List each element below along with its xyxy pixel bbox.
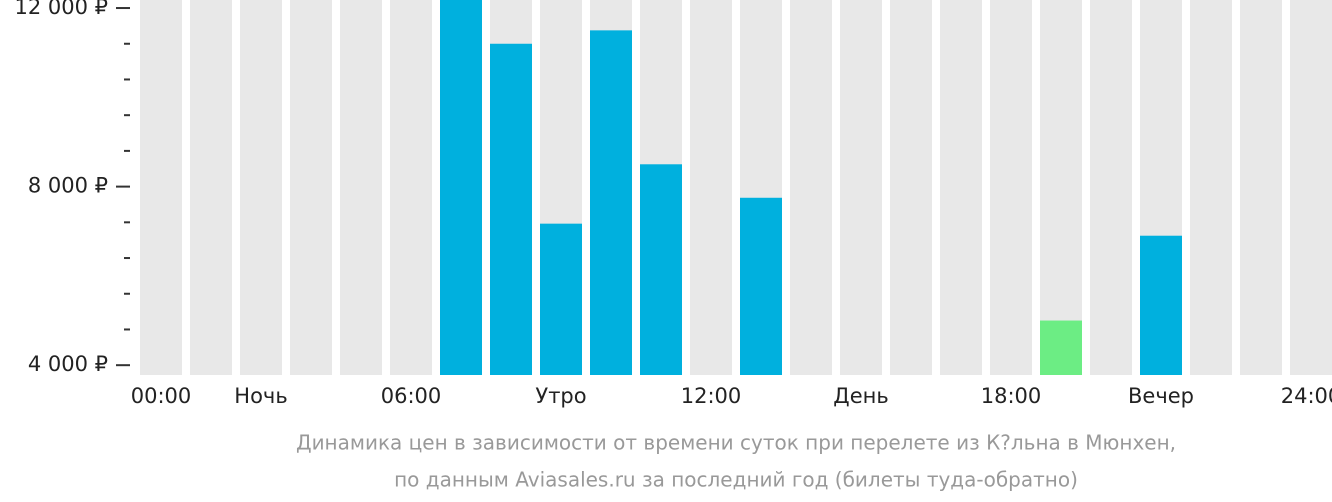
x-tick-label: 24:00 xyxy=(1281,384,1332,408)
bar-background xyxy=(790,0,832,375)
bar xyxy=(740,197,782,375)
bar-background xyxy=(690,0,732,375)
bar xyxy=(490,43,532,375)
x-tick-label: 18:00 xyxy=(981,384,1042,408)
x-tick-label: Утро xyxy=(535,384,586,408)
bar-background xyxy=(340,0,382,375)
bar xyxy=(1140,235,1182,375)
bar-background xyxy=(190,0,232,375)
x-tick-label: Ночь xyxy=(234,384,287,408)
bar-background xyxy=(1240,0,1282,375)
bar-background xyxy=(1190,0,1232,375)
bar xyxy=(440,0,482,375)
bar-background xyxy=(1090,0,1132,375)
bar-background xyxy=(1040,0,1082,375)
bar xyxy=(1040,320,1082,375)
y-tick-label: 4 000 ₽ xyxy=(28,352,108,376)
bar-background xyxy=(990,0,1032,375)
x-tick-label: 06:00 xyxy=(381,384,442,408)
x-tick-label: 12:00 xyxy=(681,384,742,408)
bar-background xyxy=(140,0,182,375)
bar-background xyxy=(1290,0,1332,375)
bar-background xyxy=(840,0,882,375)
bar-background xyxy=(890,0,932,375)
bar-background xyxy=(940,0,982,375)
y-tick-label: 8 000 ₽ xyxy=(28,174,108,198)
y-tick-label: 12 000 ₽ xyxy=(14,0,108,19)
bar-background xyxy=(290,0,332,375)
x-tick-label: День xyxy=(833,384,888,408)
bar-background xyxy=(390,0,432,375)
bar xyxy=(590,30,632,375)
caption: по данным Aviasales.ru за последний год … xyxy=(394,468,1078,492)
caption: Динамика цен в зависимости от времени су… xyxy=(296,431,1176,455)
x-tick-label: 00:00 xyxy=(131,384,192,408)
x-tick-label: Вечер xyxy=(1128,384,1194,408)
bar xyxy=(540,223,582,375)
bar-background xyxy=(240,0,282,375)
bar xyxy=(640,164,682,375)
